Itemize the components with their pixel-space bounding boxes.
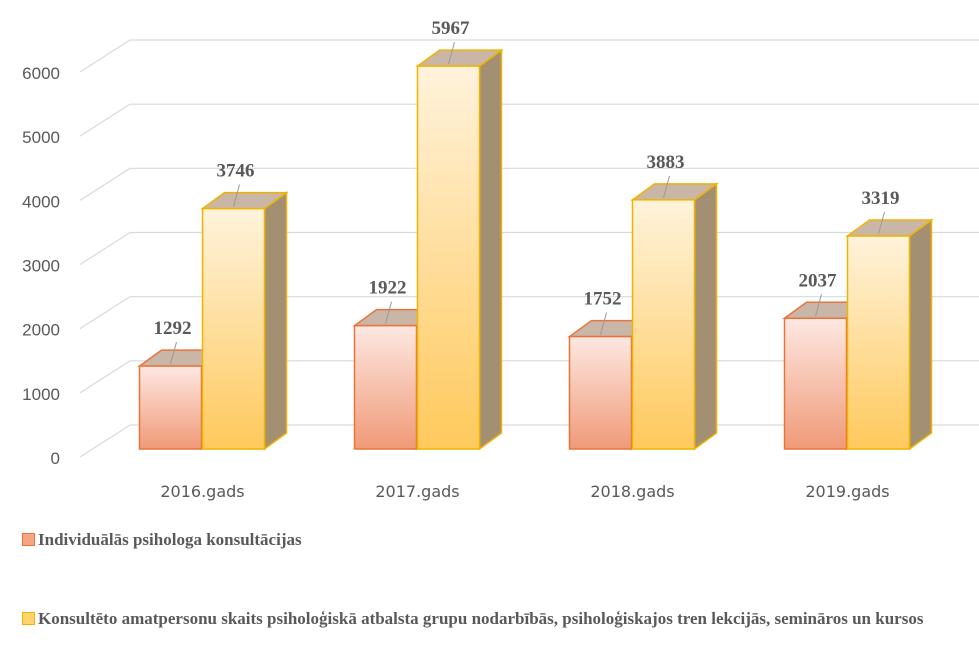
data-label: 2037 <box>799 270 838 291</box>
bar <box>353 324 418 450</box>
bar <box>568 335 633 450</box>
bar-side <box>693 182 718 451</box>
bar <box>201 207 266 450</box>
bar <box>416 65 481 450</box>
y-tick-label: 1000 <box>22 385 60 404</box>
bar <box>846 235 911 450</box>
grid-line <box>79 103 979 137</box>
bar-side <box>263 191 288 451</box>
y-tick-label: 3000 <box>22 257 60 276</box>
leader-line <box>815 294 822 317</box>
y-tick-label: 4000 <box>22 192 60 211</box>
grid-line <box>79 39 979 73</box>
x-tick-label: 2017.gads <box>375 482 459 501</box>
leader-line <box>663 175 670 198</box>
data-label: 1922 <box>369 278 407 299</box>
legend-item: Konsultēto amatpersonu skaits psiholoģis… <box>22 609 979 629</box>
legend-label: Konsultēto amatpersonu skaits psiholoģis… <box>38 609 924 628</box>
data-label: 1292 <box>154 318 192 339</box>
data-label: 3746 <box>217 161 255 182</box>
y-tick-label: 0 <box>51 449 60 468</box>
data-label: 5967 <box>432 18 471 39</box>
y-tick-label: 5000 <box>22 128 60 147</box>
x-tick-label: 2016.gads <box>160 482 244 501</box>
legend-swatch <box>22 533 35 546</box>
y-tick-label: 2000 <box>22 321 60 340</box>
grid-line <box>79 167 979 201</box>
legend-swatch <box>22 612 35 625</box>
x-tick-label: 2019.gads <box>805 482 889 501</box>
data-label: 3883 <box>647 152 685 173</box>
data-label: 1752 <box>584 289 622 310</box>
leader-line <box>600 312 607 335</box>
x-tick-label: 2018.gads <box>590 482 674 501</box>
data-label: 3319 <box>862 188 900 209</box>
y-tick-label: 6000 <box>22 64 60 83</box>
bar-side <box>908 218 933 451</box>
leader-line <box>233 184 240 207</box>
bar <box>631 199 696 450</box>
legend-item: Individuālās psihologa konsultācijas <box>22 530 979 550</box>
bar-side <box>478 48 503 451</box>
leader-line <box>878 211 885 235</box>
legend-label: Individuālās psihologa konsultācijas <box>38 530 302 549</box>
leader-line <box>385 301 392 324</box>
leader-line <box>448 41 455 65</box>
leader-line <box>170 341 177 365</box>
bar <box>138 365 203 450</box>
bar <box>783 317 848 450</box>
